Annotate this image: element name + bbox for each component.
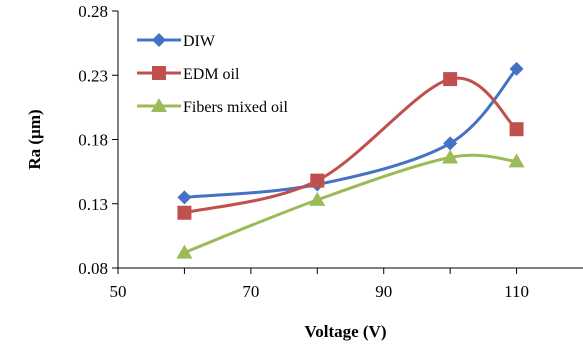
series-line-fibers-mixed-oil	[183, 153, 517, 254]
chart-series	[176, 61, 525, 259]
x-axis-title: Voltage (V)	[305, 322, 387, 341]
x-tick-label: 110	[504, 282, 529, 301]
series-fibers-mixed-oil	[176, 149, 525, 259]
y-tick-label: 0.13	[78, 195, 108, 214]
y-tick-label: 0.08	[78, 259, 108, 278]
legend-marker	[152, 66, 166, 80]
legend-label: EDM oil	[183, 66, 240, 83]
legend-marker	[152, 33, 166, 47]
data-point-edm-oil	[443, 72, 458, 87]
legend-label: DIW	[183, 33, 216, 50]
legend-marker	[151, 98, 167, 112]
data-point-edm-oil	[177, 205, 192, 220]
y-axis-title: Ra (µm)	[25, 109, 44, 169]
legend-item-diw: DIW	[137, 33, 216, 50]
series-diw	[177, 61, 524, 205]
data-point-diw	[443, 136, 458, 151]
legend-item-fibers-mixed-oil: Fibers mixed oil	[137, 98, 288, 116]
x-tick-label: 50	[110, 282, 127, 301]
data-point-diw	[177, 190, 192, 205]
y-tick-label: 0.23	[78, 66, 108, 85]
data-point-edm-oil	[310, 173, 325, 188]
y-tick-label: 0.18	[78, 131, 108, 150]
data-point-fibers-mixed-oil	[442, 149, 459, 164]
x-tick-label: 70	[242, 282, 259, 301]
legend-label: Fibers mixed oil	[183, 99, 288, 116]
series-edm-oil	[177, 72, 524, 220]
tick-labels: 0.08 0.13 0.18 0.23 0.28 50 70 90 110	[78, 2, 529, 301]
legend: DIW EDM oil Fibers mixed oil	[137, 33, 288, 116]
chart-axes	[112, 10, 583, 274]
series-line-edm-oil	[184, 76, 518, 215]
data-point-fibers-mixed-oil	[508, 153, 525, 168]
data-point-fibers-mixed-oil	[309, 191, 326, 206]
y-tick-label: 0.28	[78, 2, 108, 21]
series-line-diw	[184, 67, 518, 199]
legend-item-edm-oil: EDM oil	[137, 66, 240, 83]
x-tick-label: 90	[375, 282, 392, 301]
data-point-fibers-mixed-oil	[176, 244, 193, 259]
data-point-diw	[509, 61, 524, 76]
data-point-edm-oil	[509, 122, 524, 137]
